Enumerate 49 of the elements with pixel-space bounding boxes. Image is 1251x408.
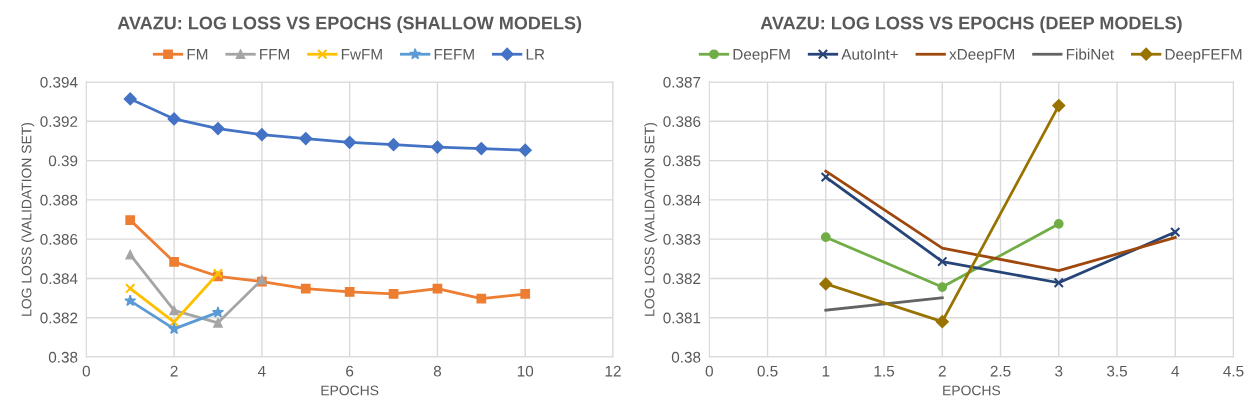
- chart-title: AVAZU: LOG LOSS VS EPOCHS (SHALLOW MODELS): [117, 16, 582, 33]
- x-axis-title: EPOCHS: [943, 385, 1001, 396]
- x-tick-label: 4.5: [1223, 365, 1244, 377]
- x-tick-label: 6: [346, 365, 354, 377]
- y-tick-label: 0.381: [663, 312, 701, 324]
- y-tick-label: 0.394: [40, 76, 78, 88]
- x-tick-label: 0: [705, 365, 713, 377]
- x-tick-label: 2.5: [990, 365, 1011, 377]
- x-tick-label: 3.5: [1106, 365, 1127, 377]
- y-tick-label: 0.386: [40, 234, 78, 245]
- x-tick-label: 12: [605, 365, 621, 377]
- legend-label: DeepFEFM: [1165, 49, 1242, 63]
- legend-label: FibiNet: [1066, 48, 1114, 60]
- x-tick-label: 3: [1055, 365, 1063, 377]
- legend-label: FwFM: [341, 49, 382, 60]
- y-tick-label: 0.382: [663, 273, 701, 285]
- x-tick-label: 2: [170, 365, 178, 377]
- y-tick-label: 0.382: [40, 312, 78, 324]
- x-tick-label: 1: [822, 365, 830, 377]
- y-tick-label: 0.392: [40, 116, 78, 127]
- x-tick-label: 1.5: [874, 365, 895, 377]
- y-tick-label: 0.38: [48, 351, 78, 363]
- y-tick-label: 0.385: [663, 155, 701, 167]
- x-tick-label: 4: [1171, 365, 1180, 377]
- y-tick-label: 0.388: [40, 194, 78, 206]
- y-tick-label: 0.384: [40, 273, 78, 285]
- y-tick-label: 0.38: [671, 351, 701, 363]
- legend-label: FEFM: [434, 49, 474, 60]
- x-tick-label: 8: [433, 365, 442, 377]
- x-tick-label: 0: [82, 365, 90, 377]
- legend-label: FFM: [260, 49, 289, 60]
- x-tick-label: 4: [257, 365, 266, 377]
- y-tick-label: 0.39: [48, 155, 78, 167]
- y-tick-label: 0.383: [663, 234, 701, 245]
- legend-label: xDeepFM: [949, 49, 1015, 63]
- legend-label: LR: [526, 49, 545, 60]
- y-tick-label: 0.386: [663, 116, 701, 127]
- chart-title: AVAZU: LOG LOSS VS EPOCHS (DEEP MODELS): [760, 16, 1182, 33]
- x-axis-title: EPOCHS: [321, 385, 379, 396]
- y-tick-label: 0.387: [663, 76, 701, 88]
- x-tick-label: 10: [517, 365, 534, 377]
- y-axis-title: LOG LOSS (VALIDATION SET): [644, 122, 658, 316]
- legend-label: DeepFM: [733, 49, 790, 63]
- x-tick-label: 2: [938, 365, 946, 377]
- legend-label: FM: [187, 49, 208, 60]
- y-axis-title: LOG LOSS (VALIDATION SET): [21, 122, 35, 316]
- y-tick-label: 0.384: [663, 194, 701, 206]
- x-tick-label: 0.5: [757, 365, 778, 377]
- legend-label: AutoInt+: [841, 49, 898, 60]
